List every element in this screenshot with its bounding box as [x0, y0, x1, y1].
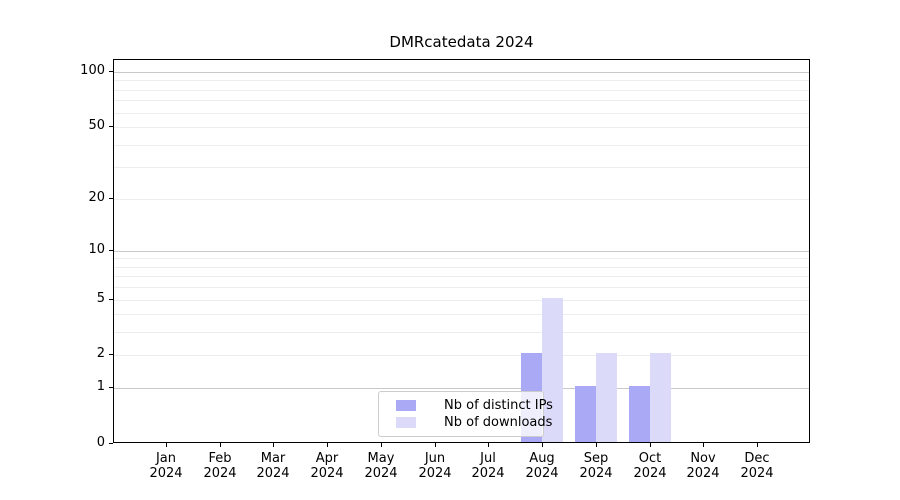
x-tick-label-oct: Oct 2024: [633, 451, 667, 481]
gridline-40: [114, 145, 809, 146]
x-tick-label-sep: Sep 2024: [579, 451, 613, 481]
x-tick-may: [381, 443, 382, 447]
legend-item-downloads: Nb of downloads: [396, 414, 552, 431]
gridline-30: [114, 167, 809, 168]
x-tick-label-jun: Jun 2024: [418, 451, 452, 481]
chart-title: DMRcatedata 2024: [389, 33, 534, 51]
bar-distinct-ips-sep: [575, 386, 596, 442]
x-tick-label-feb: Feb 2024: [203, 451, 237, 481]
y-tick-50: [109, 126, 113, 127]
y-tick-label-0: 0: [96, 435, 105, 450]
gridline-90: [114, 80, 809, 81]
y-tick-label-100: 100: [80, 63, 105, 78]
legend-swatch-distinct-ips: [396, 400, 416, 411]
y-tick-label-50: 50: [88, 118, 105, 133]
x-tick-label-dec: Dec 2024: [740, 451, 774, 481]
gridline-5: [114, 300, 809, 301]
y-tick-1: [109, 387, 113, 388]
x-tick-label-aug: Aug 2024: [525, 451, 559, 481]
gridline-3: [114, 332, 809, 333]
gridline-6: [114, 287, 809, 288]
y-tick-0: [109, 443, 113, 444]
x-tick-jul: [488, 443, 489, 447]
bar-downloads-sep: [596, 353, 617, 442]
y-tick-label-5: 5: [96, 291, 105, 306]
y-tick-100: [109, 71, 113, 72]
x-tick-jan: [166, 443, 167, 447]
y-tick-label-20: 20: [88, 190, 105, 205]
y-tick-20: [109, 198, 113, 199]
gridline-7: [114, 276, 809, 277]
gridline-4: [114, 314, 809, 315]
gridline-20: [114, 199, 809, 200]
x-tick-label-apr: Apr 2024: [310, 451, 344, 481]
y-tick-label-2: 2: [96, 346, 105, 361]
x-tick-label-jan: Jan 2024: [149, 451, 183, 481]
x-tick-feb: [220, 443, 221, 447]
x-tick-label-mar: Mar 2024: [256, 451, 290, 481]
gridline-60: [114, 113, 809, 114]
x-tick-apr: [327, 443, 328, 447]
x-tick-sep: [596, 443, 597, 447]
legend-item-distinct-ips: Nb of distinct IPs: [396, 397, 553, 414]
x-tick-oct: [650, 443, 651, 447]
y-tick-5: [109, 299, 113, 300]
x-tick-label-jul: Jul 2024: [471, 451, 505, 481]
x-tick-nov: [703, 443, 704, 447]
y-tick-label-10: 10: [88, 242, 105, 257]
gridline-10: [114, 251, 809, 252]
x-tick-dec: [757, 443, 758, 447]
x-tick-label-may: May 2024: [364, 451, 398, 481]
bar-downloads-oct: [650, 353, 671, 442]
bar-distinct-ips-oct: [629, 386, 650, 442]
gridline-8: [114, 267, 809, 268]
gridline-100: [114, 72, 809, 73]
x-tick-aug: [542, 443, 543, 447]
gridline-9: [114, 258, 809, 259]
x-tick-label-nov: Nov 2024: [686, 451, 720, 481]
legend: Nb of distinct IPs Nb of downloads: [378, 391, 553, 437]
gridline-70: [114, 100, 809, 101]
y-tick-label-1: 1: [96, 379, 105, 394]
legend-label-distinct-ips: Nb of distinct IPs: [444, 398, 553, 413]
plot-area: [113, 59, 810, 443]
gridline-1: [114, 388, 809, 389]
x-tick-jun: [435, 443, 436, 447]
legend-swatch-downloads: [396, 417, 416, 428]
bar-downloads-aug: [542, 298, 563, 442]
y-tick-2: [109, 354, 113, 355]
gridline-2: [114, 355, 809, 356]
gridline-80: [114, 90, 809, 91]
x-tick-mar: [273, 443, 274, 447]
y-tick-10: [109, 250, 113, 251]
legend-label-downloads: Nb of downloads: [444, 415, 553, 430]
gridline-50: [114, 127, 809, 128]
